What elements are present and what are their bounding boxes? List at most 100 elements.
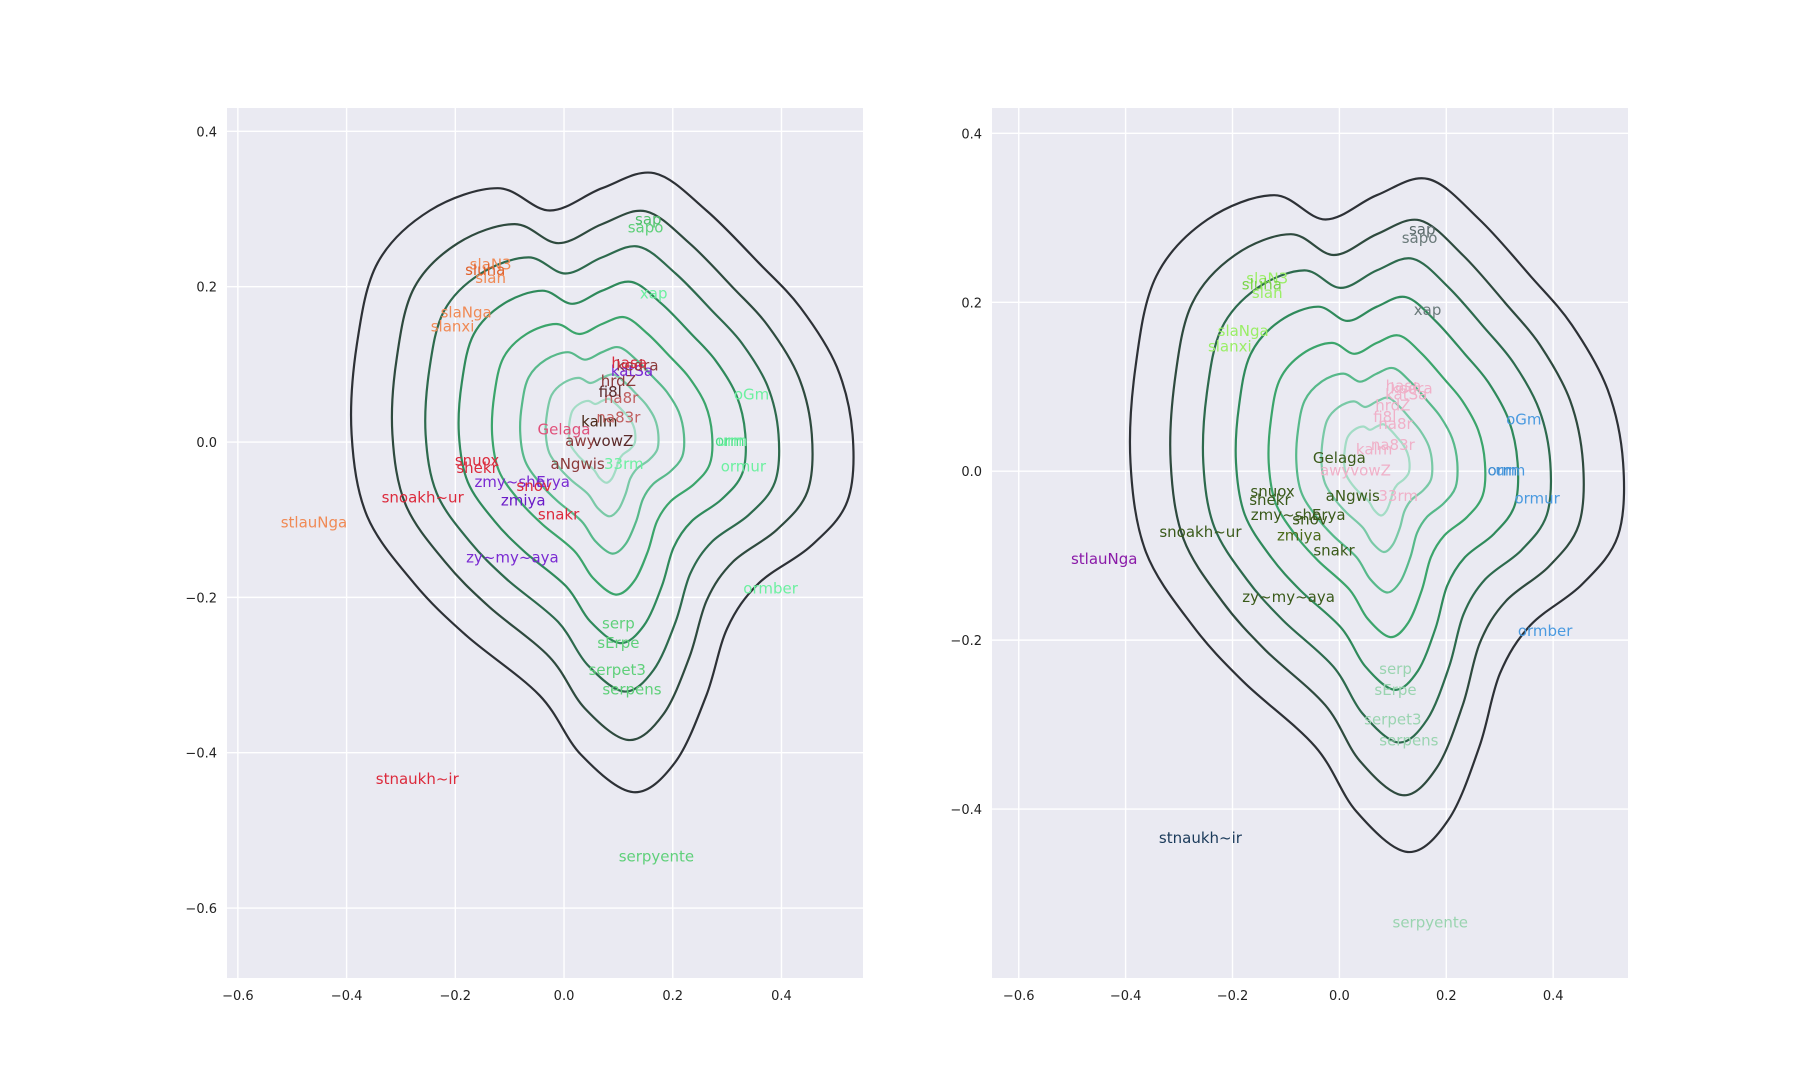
point-label: serp [602, 614, 635, 632]
y-tick-label: −0.2 [185, 591, 217, 606]
point-label: slanxi [431, 318, 475, 336]
point-label: slaNga [1218, 322, 1269, 340]
point-label: stnaukh~ir [376, 770, 460, 788]
point-label: awy [565, 432, 595, 450]
point-label: fi8l [1373, 408, 1396, 426]
density-contour [1128, 177, 1626, 854]
point-label: zy~my~aya [466, 548, 559, 566]
point-label: sap [1409, 221, 1436, 239]
point-label: serpens [602, 680, 661, 698]
x-tick-label: 0.0 [1329, 989, 1350, 1004]
x-tick-label: −0.6 [222, 989, 254, 1004]
density-contour [490, 315, 714, 596]
x-tick-label: 0.0 [554, 989, 575, 1004]
point-label: snuox [455, 451, 500, 469]
y-tick-label: 0.4 [961, 127, 982, 142]
x-tick-label: −0.4 [331, 989, 363, 1004]
point-label: oGm [734, 385, 769, 403]
point-label: zy~my~aya [1242, 588, 1335, 606]
y-tick-label: 0.0 [196, 436, 217, 451]
point-label: sapo [628, 218, 664, 236]
point-label: serpet3 [1364, 711, 1421, 729]
point-label: zmiya [501, 492, 546, 510]
point-label: aNgwis [1326, 487, 1380, 505]
point-label: katSa [1385, 385, 1427, 403]
point-label: kedra [1390, 379, 1432, 397]
point-label: sluha [465, 261, 505, 279]
point-label: awyvowZ [1320, 461, 1391, 479]
point-label: serpyente [1393, 913, 1468, 931]
y-tick-label: −0.2 [950, 634, 982, 649]
point-label: serpyente [619, 847, 694, 865]
density-contour [1234, 295, 1520, 691]
y-tick-label: −0.6 [185, 902, 217, 917]
point-label: xap [1414, 301, 1442, 319]
point-label: slaNga [441, 304, 492, 322]
point-label: 33rm [604, 455, 644, 473]
x-tick-label: 0.4 [771, 989, 792, 1004]
point-label: shekr [456, 459, 498, 477]
point-label: serpet3 [589, 661, 646, 679]
point-label: snoakh~ur [382, 489, 465, 507]
point-label: na8r [1378, 415, 1413, 433]
density-contour [424, 245, 781, 693]
point-label: orm [715, 432, 745, 450]
point-label: Gelaga [538, 420, 591, 438]
point-label: na8r [604, 389, 639, 407]
point-label: slaN3 [1246, 270, 1288, 288]
point-label: stlauNga [281, 513, 348, 531]
point-label: hasa [611, 354, 647, 372]
kde-contours [349, 171, 855, 794]
word-labels: stlauNga stnaukh~ir serpyente ormber serpens… [1071, 221, 1573, 932]
point-label: sErpe [597, 634, 639, 652]
y-tick-label: 0.2 [196, 281, 217, 296]
point-label: na83r [596, 409, 641, 427]
point-label: vowZ [593, 432, 634, 450]
x-tick-label: 0.4 [1543, 989, 1564, 1004]
density-contour [1169, 218, 1585, 797]
point-label: snakr [1313, 542, 1355, 560]
point-label: zmy~sho [1251, 506, 1321, 524]
word-labels: stlauNga stnaukh~ir serpyente ormber serpens… [281, 211, 799, 866]
y-tick-label: −0.4 [950, 803, 982, 818]
point-label: slaN3 [470, 256, 512, 274]
point-label: zmy~sho [474, 473, 544, 491]
point-label: ormur [721, 458, 767, 476]
point-label: hrdZ [601, 372, 636, 390]
point-label: oGm [1506, 411, 1541, 429]
point-label: slan [475, 269, 506, 287]
point-label: hrdZ [1375, 396, 1410, 414]
y-tick-label: −0.4 [185, 747, 217, 762]
point-label: na83r [1371, 436, 1416, 454]
point-label: katSa [611, 362, 653, 380]
point-label: shekr [1249, 491, 1291, 509]
point-label: Erya [536, 473, 570, 491]
point-label: kedra [616, 357, 658, 375]
point-label: aNgwis [551, 455, 605, 473]
point-label: urm [1495, 461, 1525, 479]
point-label: snov [516, 477, 551, 495]
density-contour [544, 373, 660, 518]
y-tick-label: 0.2 [961, 296, 982, 311]
point-label: Gelaga [1313, 449, 1366, 467]
x-tick-label: −0.2 [1217, 989, 1249, 1004]
plot-background [992, 108, 1628, 978]
point-label: ormber [743, 579, 798, 597]
left-scatter-panel: −0.6 −0.4 −0.2 0.0 0.2 0.4 −0.6 −0.4 −0.2 0.0 0.2 0… [185, 108, 863, 1004]
point-label: 33rm [1378, 487, 1418, 505]
point-label: fi8l [599, 383, 622, 401]
point-label: slan [1252, 284, 1283, 302]
density-contour [390, 209, 814, 742]
point-label: kalm [581, 412, 617, 430]
density-contour [1267, 334, 1487, 639]
point-label: serp [1379, 660, 1412, 678]
density-contour [1342, 423, 1411, 517]
point-label: sap [635, 211, 662, 229]
point-label: sapo [1402, 229, 1438, 247]
point-label: serpens [1379, 732, 1438, 750]
density-contour [1201, 257, 1553, 744]
point-label: hasa [1386, 377, 1422, 395]
point-label: xap [640, 284, 668, 302]
y-tick-label: 0.4 [196, 125, 217, 140]
